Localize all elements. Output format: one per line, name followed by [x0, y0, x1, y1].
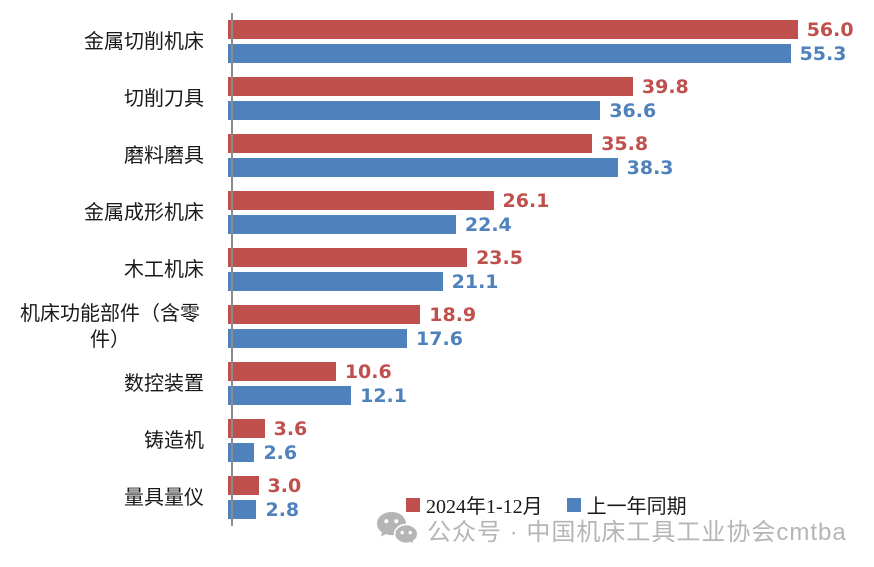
category-label: 数控装置 — [124, 372, 204, 395]
bar-line: 2.8 — [228, 498, 874, 521]
bar-line: 3.0 — [228, 474, 874, 497]
bar-current-period — [228, 362, 336, 381]
bar-previous-period — [228, 101, 601, 120]
bar-previous-period — [228, 215, 456, 234]
category-row: 量具量仪 3.0 2.8 — [0, 469, 874, 526]
category-row: 切削刀具 39.8 36.6 — [0, 70, 874, 127]
bar-line: 12.1 — [228, 384, 874, 407]
watermark-text: 公众号 · 中国机床工具工业协会cmtba — [427, 518, 847, 546]
category-label: 铸造机 — [144, 429, 204, 452]
bar-line: 39.8 — [228, 75, 874, 98]
bar-line: 17.6 — [228, 327, 874, 350]
bar-current-period — [228, 77, 633, 96]
bar-current-period — [228, 476, 259, 495]
bar-value-label: 36.6 — [609, 99, 657, 122]
bar-current-period — [228, 134, 593, 153]
bar-line: 23.5 — [228, 246, 874, 269]
bar-value-label: 38.3 — [626, 156, 674, 179]
bar-value-label: 35.8 — [601, 132, 649, 155]
bar-line: 10.6 — [228, 360, 874, 383]
bar-value-label: 55.3 — [799, 42, 847, 65]
category-row: 金属切削机床 56.0 55.3 — [0, 13, 874, 70]
bar-current-period — [228, 419, 265, 438]
legend-item-previous-period: 上一年同期 — [566, 490, 687, 519]
bar-value-label: 10.6 — [344, 360, 392, 383]
bar-value-label: 22.4 — [464, 213, 512, 236]
category-bars: 3.0 2.8 — [226, 469, 874, 526]
bar-previous-period — [228, 329, 408, 348]
y-axis-line — [231, 13, 233, 526]
bar-line: 36.6 — [228, 99, 874, 122]
category-label: 磨料磨具 — [124, 144, 204, 167]
bar-value-label: 56.0 — [806, 18, 854, 41]
watermark: 公众号 · 中国机床工具工业协会cmtba — [376, 511, 847, 547]
legend-swatch-blue — [566, 497, 581, 512]
bar-previous-period — [228, 44, 791, 63]
bar-chart: 金属切削机床 56.0 55.3 切削刀具 39.8 36.6 磨料磨具 35.8 38.3 金属… — [0, 13, 874, 526]
bar-value-label: 39.8 — [641, 75, 689, 98]
bar-previous-period — [228, 158, 618, 177]
bar-current-period — [228, 191, 494, 210]
bar-value-label: 23.5 — [476, 246, 523, 269]
bar-value-label: 18.9 — [429, 303, 477, 326]
legend-label-previous-period: 上一年同期 — [586, 496, 687, 518]
wechat-icon — [377, 512, 418, 547]
bar-line: 18.9 — [228, 303, 874, 326]
bar-value-label: 12.1 — [360, 384, 407, 407]
category-bars: 26.1 22.4 — [226, 184, 874, 241]
bar-previous-period — [228, 500, 257, 519]
category-bars: 56.0 55.3 — [226, 13, 874, 70]
category-row: 铸造机 3.6 2.6 — [0, 412, 874, 469]
bar-chart-rows: 金属切削机床 56.0 55.3 切削刀具 39.8 36.6 磨料磨具 35.8 38.3 金属… — [0, 13, 874, 526]
category-label: 木工机床 — [124, 258, 204, 281]
legend-label-current-period: 2024年1-12月 — [426, 496, 543, 518]
bar-current-period — [228, 305, 421, 324]
bar-line: 26.1 — [228, 189, 874, 212]
category-label: 金属切削机床 — [84, 30, 204, 53]
category-bars: 39.8 36.6 — [226, 70, 874, 127]
bar-line: 21.1 — [228, 270, 874, 293]
bar-value-label: 3.6 — [273, 417, 308, 440]
bar-line: 55.3 — [228, 42, 874, 65]
category-label: 机床功能部件（含零件） — [20, 302, 200, 351]
bar-value-label: 26.1 — [502, 189, 550, 212]
legend-swatch-red — [406, 497, 420, 512]
category-bars: 23.5 21.1 — [226, 241, 874, 298]
category-row: 金属成形机床 26.1 22.4 — [0, 184, 874, 241]
bar-line: 38.3 — [228, 156, 874, 179]
bar-line: 2.6 — [228, 441, 874, 464]
bar-value-label: 3.0 — [267, 474, 302, 497]
bar-value-label: 17.6 — [416, 327, 463, 350]
category-row: 机床功能部件（含零件） 18.9 17.6 — [0, 298, 874, 355]
legend-item-current-period: 2024年1-12月 — [406, 490, 543, 519]
bar-line: 35.8 — [228, 132, 874, 155]
category-row: 数控装置 10.6 12.1 — [0, 355, 874, 412]
legend: 2024年1-12月 上一年同期 — [406, 490, 687, 519]
bar-value-label: 21.1 — [451, 270, 499, 293]
category-label: 切削刀具 — [124, 87, 204, 110]
bar-previous-period — [228, 386, 352, 405]
category-label: 量具量仪 — [124, 486, 204, 509]
category-bars: 10.6 12.1 — [226, 355, 874, 412]
category-bars: 35.8 38.3 — [226, 127, 874, 184]
bar-previous-period — [228, 272, 443, 291]
category-row: 磨料磨具 35.8 38.3 — [0, 127, 874, 184]
bar-value-label: 2.6 — [263, 441, 298, 464]
bar-line: 3.6 — [228, 417, 874, 440]
category-label: 金属成形机床 — [84, 201, 204, 224]
bar-value-label: 2.8 — [265, 498, 300, 521]
category-bars: 3.6 2.6 — [226, 412, 874, 469]
bar-current-period — [228, 248, 468, 267]
category-row: 木工机床 23.5 21.1 — [0, 241, 874, 298]
bar-current-period — [228, 20, 798, 39]
bar-previous-period — [228, 443, 255, 462]
bar-line: 56.0 — [228, 18, 874, 41]
category-bars: 18.9 17.6 — [226, 298, 874, 355]
bar-line: 22.4 — [228, 213, 874, 236]
